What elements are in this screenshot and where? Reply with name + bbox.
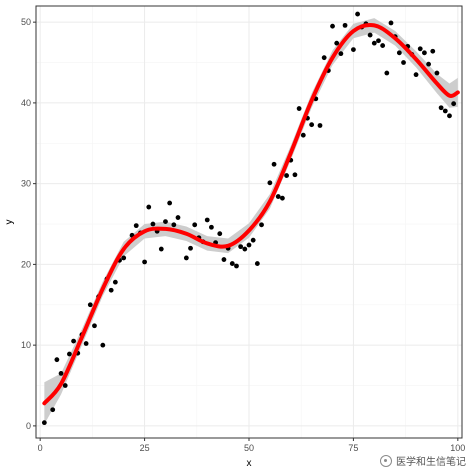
data-point xyxy=(188,245,193,251)
data-point xyxy=(271,161,277,167)
data-point xyxy=(250,237,256,243)
data-point xyxy=(426,61,431,67)
axes: 0 25 50 75 100 0 10 20 30 40 50 xyxy=(21,17,465,453)
data-point xyxy=(121,255,127,261)
data-point xyxy=(396,50,402,56)
data-point xyxy=(217,231,223,237)
confidence-band xyxy=(44,18,458,425)
data-point xyxy=(242,246,248,252)
data-point xyxy=(108,287,114,293)
data-point xyxy=(292,172,298,178)
data-point xyxy=(238,244,244,250)
x-axis-title: x xyxy=(247,458,252,469)
data-point xyxy=(284,173,289,178)
data-point xyxy=(259,222,264,228)
grid-lines xyxy=(36,6,462,438)
data-point xyxy=(175,215,181,220)
data-point xyxy=(246,242,252,248)
data-point xyxy=(254,261,260,266)
data-point xyxy=(92,323,97,329)
watermark: 医学和生信笔记 xyxy=(380,453,466,468)
data-point xyxy=(192,222,198,228)
data-point xyxy=(376,38,381,44)
data-point xyxy=(338,51,344,57)
data-point xyxy=(54,357,60,363)
y-tick-label: 0 xyxy=(26,421,31,431)
smooth-line-path xyxy=(42,22,460,406)
data-point xyxy=(204,217,210,223)
data-point xyxy=(41,420,47,426)
data-point xyxy=(163,219,168,224)
data-point xyxy=(146,204,152,210)
data-point xyxy=(317,123,323,128)
data-point xyxy=(451,101,457,107)
data-point xyxy=(275,194,281,199)
data-point xyxy=(50,407,56,413)
data-point xyxy=(309,122,315,128)
data-point xyxy=(112,279,118,285)
data-point xyxy=(438,105,444,111)
x-tick-label: 75 xyxy=(348,443,358,453)
data-point xyxy=(384,70,390,76)
data-point xyxy=(434,70,440,76)
data-point xyxy=(351,47,356,53)
data-point xyxy=(150,221,156,227)
data-point xyxy=(71,338,76,344)
data-point xyxy=(422,50,427,56)
data-point xyxy=(367,32,373,38)
x-tick-label: 0 xyxy=(38,443,43,453)
data-point xyxy=(209,224,214,230)
wechat-logo-icon xyxy=(380,454,392,467)
data-point xyxy=(371,40,377,46)
data-point xyxy=(221,257,227,262)
data-point xyxy=(334,40,340,46)
data-point xyxy=(280,195,285,201)
data-point xyxy=(100,342,106,348)
data-point xyxy=(234,263,239,269)
data-point xyxy=(229,261,235,266)
data-point xyxy=(133,223,139,229)
data-point xyxy=(401,60,406,65)
data-point xyxy=(171,222,177,228)
y-tick-label: 50 xyxy=(21,17,31,27)
data-point xyxy=(321,55,327,61)
data-point xyxy=(380,43,386,48)
data-point xyxy=(355,11,360,17)
data-point xyxy=(388,20,394,26)
data-point xyxy=(87,302,93,308)
data-point xyxy=(342,22,348,28)
data-point xyxy=(296,106,302,111)
y-axis-title: y xyxy=(4,220,15,225)
data-point xyxy=(447,113,452,119)
data-point xyxy=(142,259,147,265)
y-tick-label: 40 xyxy=(21,98,31,108)
x-tick-label: 50 xyxy=(244,443,254,453)
data-point xyxy=(430,48,436,54)
data-point xyxy=(58,371,64,376)
data-point xyxy=(67,351,72,357)
confidence-band-area xyxy=(44,18,458,425)
data-points xyxy=(41,11,457,426)
x-tick-label: 25 xyxy=(140,443,150,453)
data-point xyxy=(158,246,164,252)
smooth-line xyxy=(42,22,460,406)
data-point xyxy=(62,383,68,388)
x-tick-label: 100 xyxy=(450,443,465,453)
watermark-text: 医学和生信笔记 xyxy=(396,457,466,468)
data-point xyxy=(417,46,423,52)
data-point xyxy=(83,341,89,346)
data-point xyxy=(442,108,448,114)
data-point xyxy=(300,132,306,138)
data-point xyxy=(330,23,335,29)
y-tick-label: 10 xyxy=(21,340,31,350)
data-point xyxy=(267,180,273,186)
data-point xyxy=(167,200,173,206)
y-tick-label: 20 xyxy=(21,259,31,269)
data-point xyxy=(183,255,189,261)
data-point xyxy=(413,72,419,78)
y-tick-label: 30 xyxy=(21,179,31,189)
